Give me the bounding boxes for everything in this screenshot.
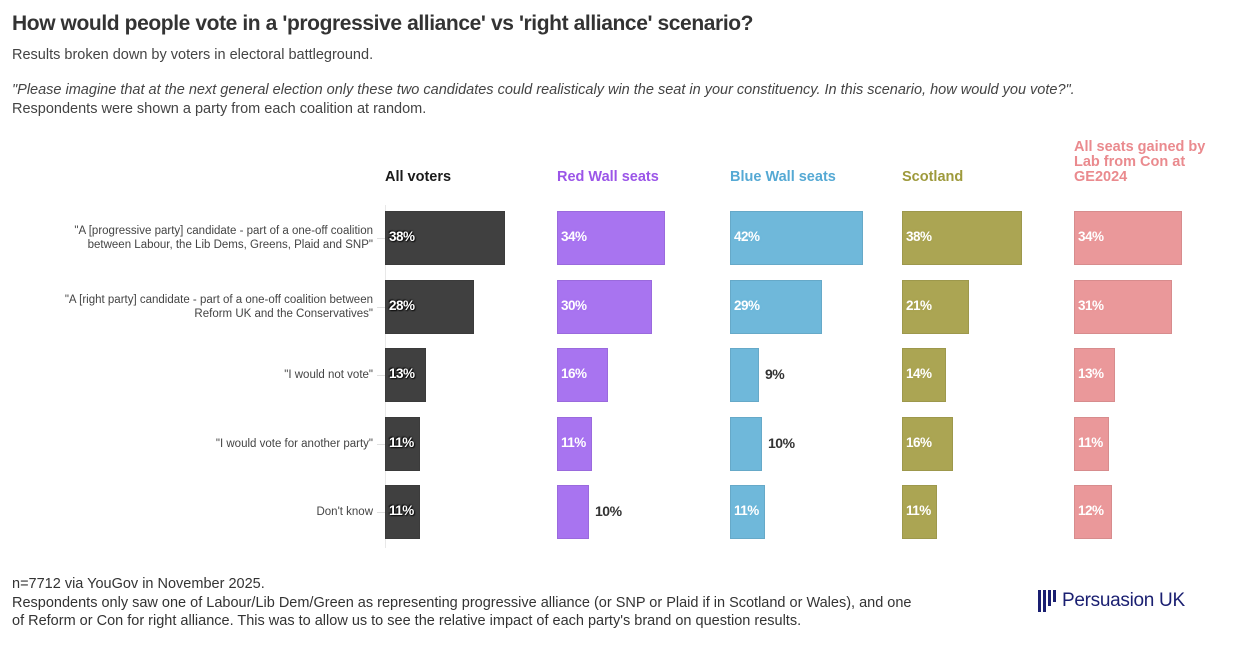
- column-header-line: Lab from Con at: [1074, 154, 1186, 170]
- data-label: 10%: [768, 435, 795, 451]
- data-label: 16%: [561, 366, 587, 381]
- bar[interactable]: [557, 348, 608, 402]
- bar[interactable]: [557, 417, 592, 471]
- bars-logo-icon: [1038, 590, 1056, 612]
- row-label: "I would vote for another party": [3, 437, 373, 451]
- data-label: 9%: [765, 366, 785, 382]
- data-label: 38%: [389, 229, 415, 244]
- chart-subtitle: Results broken down by voters in elector…: [12, 47, 374, 63]
- brand-name: Persuasion UK: [1062, 590, 1185, 611]
- bar[interactable]: [902, 280, 969, 334]
- question-note: Respondents were shown a party from each…: [12, 101, 427, 117]
- chart-title: How would people vote in a 'progressive …: [12, 12, 754, 35]
- y-axis-tick: [377, 307, 385, 308]
- data-label: 11%: [389, 503, 414, 518]
- column-header-line: All voters: [385, 169, 452, 185]
- bar[interactable]: [557, 485, 589, 539]
- data-label: 21%: [906, 298, 932, 313]
- question-text: "Please imagine that at the next general…: [12, 82, 1075, 98]
- data-label: 30%: [561, 298, 587, 313]
- row-label-line: "A [right party] candidate - part of a o…: [64, 294, 373, 306]
- column-header-line: Red Wall seats: [557, 169, 659, 185]
- bar[interactable]: [1074, 485, 1112, 539]
- row-label-line: Reform UK and the Conservatives": [194, 308, 373, 320]
- data-label: 10%: [595, 503, 622, 519]
- bar[interactable]: [557, 280, 652, 334]
- row-label-line: between Labour, the Lib Dems, Greens, Pl…: [87, 239, 373, 251]
- data-label: 13%: [389, 366, 415, 381]
- footer-notes: n=7712 via YouGov in November 2025. Resp…: [12, 575, 1022, 631]
- brand-logo: Persuasion UK: [1038, 590, 1185, 612]
- bar[interactable]: [730, 348, 759, 402]
- bar[interactable]: [385, 211, 505, 265]
- row-label: Don't know: [3, 505, 373, 519]
- row-label: "A [progressive party] candidate - part …: [3, 224, 373, 252]
- row-label-line: "A [progressive party] candidate - part …: [74, 225, 373, 237]
- data-label: 28%: [389, 298, 415, 313]
- data-label: 34%: [561, 229, 587, 244]
- bar[interactable]: [1074, 211, 1182, 265]
- data-label: 11%: [561, 435, 586, 450]
- bar[interactable]: [1074, 348, 1115, 402]
- bar[interactable]: [902, 417, 953, 471]
- row-label-line: "I would vote for another party": [215, 438, 373, 450]
- column-header-line: All seats gained by: [1074, 139, 1206, 155]
- bar[interactable]: [385, 348, 426, 402]
- y-axis-tick: [377, 444, 385, 445]
- footer-note-line-1: Respondents only saw one of Labour/Lib D…: [12, 594, 912, 611]
- bar[interactable]: [902, 485, 937, 539]
- data-label: 11%: [906, 503, 931, 518]
- bar[interactable]: [385, 485, 420, 539]
- bar[interactable]: [557, 211, 665, 265]
- column-header: All seats gained by Lab from Con at GE2024: [1074, 140, 1205, 185]
- bar[interactable]: [1074, 280, 1172, 334]
- y-axis-tick: [377, 512, 385, 513]
- row-label: "I would not vote": [3, 368, 373, 382]
- column-header: Blue Wall seats: [730, 170, 836, 185]
- bar[interactable]: [730, 485, 765, 539]
- data-label: 14%: [906, 366, 932, 381]
- bar[interactable]: [730, 211, 863, 265]
- column-header-line: GE2024: [1074, 169, 1128, 185]
- column-header: Red Wall seats: [557, 170, 659, 185]
- data-label: 29%: [734, 298, 760, 313]
- bar[interactable]: [385, 417, 420, 471]
- data-label: 13%: [1078, 366, 1104, 381]
- data-label: 31%: [1078, 298, 1104, 313]
- footer-note-line-2: of Reform or Con for right alliance. Thi…: [12, 613, 802, 629]
- column-header-line: Blue Wall seats: [730, 169, 836, 185]
- column-header: Scotland: [902, 170, 963, 185]
- data-label: 11%: [734, 503, 759, 518]
- data-label: 11%: [1078, 435, 1103, 450]
- data-label: 12%: [1078, 503, 1104, 518]
- data-label: 42%: [734, 229, 760, 244]
- bar[interactable]: [902, 211, 1022, 265]
- bar[interactable]: [902, 348, 946, 402]
- data-label: 16%: [906, 435, 932, 450]
- column-header-line: Scotland: [902, 169, 964, 185]
- row-label: "A [right party] candidate - part of a o…: [3, 293, 373, 321]
- y-axis-tick: [377, 238, 385, 239]
- bar[interactable]: [385, 280, 474, 334]
- data-label: 38%: [906, 229, 932, 244]
- footer-sample: n=7712 via YouGov in November 2025.: [12, 576, 265, 592]
- data-label: 11%: [389, 435, 414, 450]
- row-label-line: "I would not vote": [284, 369, 373, 381]
- question-block: "Please imagine that at the next general…: [12, 81, 1075, 119]
- row-label-line: Don't know: [316, 506, 373, 518]
- column-header: All voters: [385, 170, 451, 185]
- bar[interactable]: [730, 417, 762, 471]
- bar[interactable]: [1074, 417, 1109, 471]
- data-label: 34%: [1078, 229, 1104, 244]
- y-axis-tick: [377, 375, 385, 376]
- bar[interactable]: [730, 280, 822, 334]
